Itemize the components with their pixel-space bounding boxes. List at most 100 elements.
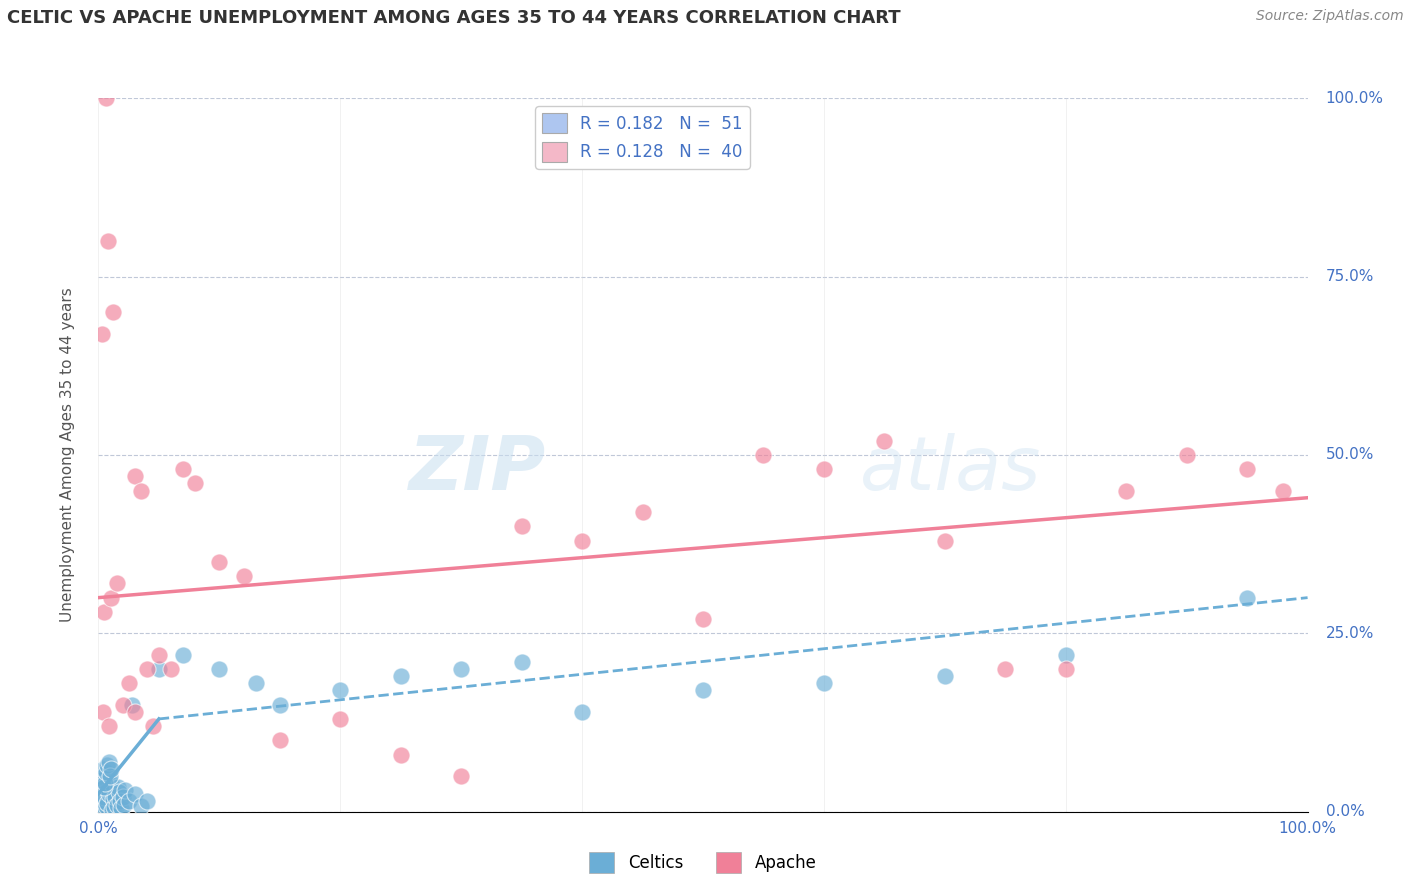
Point <box>91 762 114 776</box>
Point <box>934 533 956 548</box>
Point <box>184 476 207 491</box>
Point <box>269 733 291 747</box>
Point <box>1272 483 1295 498</box>
Point <box>631 505 654 519</box>
Y-axis label: Unemployment Among Ages 35 to 44 years: Unemployment Among Ages 35 to 44 years <box>60 287 75 623</box>
Point <box>93 605 115 619</box>
Point <box>172 462 194 476</box>
Point <box>389 669 412 683</box>
Point <box>111 698 134 712</box>
Point <box>96 796 118 810</box>
Point <box>1054 662 1077 676</box>
Point <box>121 698 143 712</box>
Point <box>118 794 141 808</box>
Point <box>97 234 120 248</box>
Point <box>97 783 120 797</box>
Point <box>91 797 114 812</box>
Point <box>450 769 472 783</box>
Point <box>111 790 134 805</box>
Point <box>813 676 835 690</box>
Text: 100.0%: 100.0% <box>1326 91 1384 105</box>
Point <box>329 683 352 698</box>
Point <box>104 790 127 805</box>
Point <box>101 305 124 319</box>
Point <box>129 799 152 814</box>
Point <box>90 772 112 787</box>
Point <box>96 765 118 780</box>
Text: 50.0%: 50.0% <box>1326 448 1374 462</box>
Point <box>105 576 128 591</box>
Text: ZIP: ZIP <box>409 433 546 506</box>
Point <box>112 797 135 812</box>
Point <box>1175 448 1198 462</box>
Point <box>94 776 117 790</box>
Point <box>1236 591 1258 605</box>
Point <box>245 676 267 690</box>
Point <box>389 747 412 762</box>
Point <box>571 705 593 719</box>
Text: 0.0%: 0.0% <box>1326 805 1364 819</box>
Point <box>208 555 231 569</box>
Point <box>160 662 183 676</box>
Point <box>101 792 124 806</box>
Point <box>98 769 121 783</box>
Point <box>91 326 114 341</box>
Point <box>1236 462 1258 476</box>
Legend: Celtics, Apache: Celtics, Apache <box>582 846 824 880</box>
Point <box>1115 483 1137 498</box>
Point <box>752 448 775 462</box>
Point <box>93 790 115 805</box>
Point <box>510 519 533 533</box>
Point <box>97 755 120 769</box>
Point <box>934 669 956 683</box>
Text: atlas: atlas <box>860 434 1042 505</box>
Point <box>100 591 122 605</box>
Point <box>135 794 157 808</box>
Point <box>94 799 117 814</box>
Point <box>873 434 896 448</box>
Point <box>100 803 122 817</box>
Point <box>692 612 714 626</box>
Point <box>103 800 125 814</box>
Point <box>105 797 128 812</box>
Point <box>692 683 714 698</box>
Point <box>813 462 835 476</box>
Point <box>148 662 170 676</box>
Point <box>93 780 115 794</box>
Point <box>208 662 231 676</box>
Point <box>108 785 131 799</box>
Point <box>100 776 122 790</box>
Point <box>1054 648 1077 662</box>
Text: 25.0%: 25.0% <box>1326 626 1374 640</box>
Point <box>98 787 121 801</box>
Point <box>329 712 352 726</box>
Point <box>94 91 117 105</box>
Legend: R = 0.182   N =  51, R = 0.128   N =  40: R = 0.182 N = 51, R = 0.128 N = 40 <box>536 106 749 169</box>
Point <box>91 705 114 719</box>
Point <box>142 719 165 733</box>
Point <box>114 783 136 797</box>
Point <box>89 769 111 783</box>
Point <box>994 662 1017 676</box>
Point <box>148 648 170 662</box>
Point <box>91 794 114 808</box>
Point <box>90 801 112 815</box>
Point <box>96 758 118 772</box>
Point <box>172 648 194 662</box>
Point <box>571 533 593 548</box>
Text: CELTIC VS APACHE UNEMPLOYMENT AMONG AGES 35 TO 44 YEARS CORRELATION CHART: CELTIC VS APACHE UNEMPLOYMENT AMONG AGES… <box>7 9 901 27</box>
Point <box>118 676 141 690</box>
Point <box>110 801 132 815</box>
Point <box>108 794 131 808</box>
Point <box>124 787 146 801</box>
Point <box>98 719 121 733</box>
Point <box>124 705 146 719</box>
Point <box>135 662 157 676</box>
Text: 75.0%: 75.0% <box>1326 269 1374 284</box>
Point <box>232 569 254 583</box>
Text: Source: ZipAtlas.com: Source: ZipAtlas.com <box>1256 9 1403 23</box>
Point <box>107 780 129 794</box>
Point <box>124 469 146 483</box>
Point <box>450 662 472 676</box>
Point <box>510 655 533 669</box>
